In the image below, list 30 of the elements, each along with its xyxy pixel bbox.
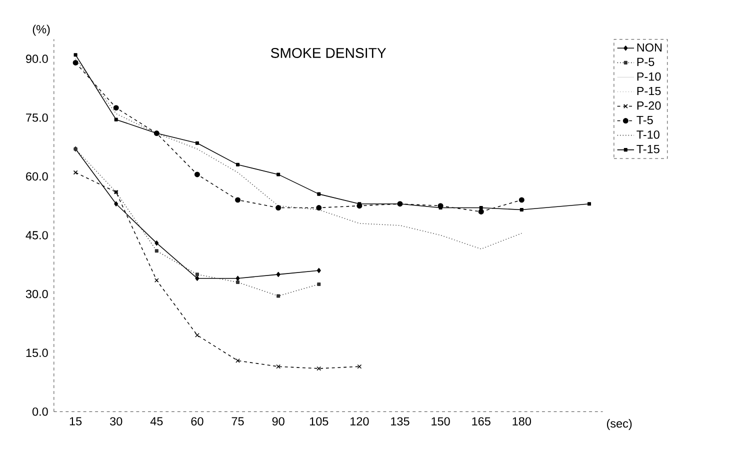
x-tick-label: 90 xyxy=(272,417,284,426)
x-tick-label: 60 xyxy=(191,417,204,426)
x-tick-label: 165 xyxy=(472,417,490,426)
legend-label: NON xyxy=(637,43,662,52)
y-tick-label: 30.0 xyxy=(26,290,48,298)
y-tick-label: 45.0 xyxy=(26,231,48,240)
chart-title: SMOKE DENSITY xyxy=(270,48,386,58)
x-axis-title: (sec) xyxy=(606,419,632,430)
y-axis-title: (%) xyxy=(32,24,50,36)
x-tick-label: 75 xyxy=(232,417,244,426)
x-tick-label: 45 xyxy=(150,417,163,426)
x-tick-label: 180 xyxy=(512,417,532,426)
y-tick-label: 15.0 xyxy=(26,348,48,358)
legend-label: P-10 xyxy=(637,72,661,81)
legend-label: P-5 xyxy=(637,58,654,66)
y-tick-label: 60.0 xyxy=(26,172,48,181)
x-tick-label: 135 xyxy=(391,417,410,426)
x-tick-label: 105 xyxy=(310,417,328,426)
x-tick-label: 150 xyxy=(432,417,450,426)
legend-label: P-20 xyxy=(637,101,661,110)
legend-label: T-10 xyxy=(636,130,660,139)
y-tick-label: 75.0 xyxy=(26,114,48,122)
x-tick-label: 15 xyxy=(70,417,82,426)
x-tick-label: 30 xyxy=(110,417,122,426)
legend-label: T-15 xyxy=(636,145,660,154)
legend-label: P-15 xyxy=(637,87,661,96)
x-tick-label: 120 xyxy=(350,417,369,426)
y-tick-label: 0.0 xyxy=(32,408,48,416)
legend-label: T-5 xyxy=(636,116,653,124)
y-tick-label: 90.0 xyxy=(26,54,48,64)
